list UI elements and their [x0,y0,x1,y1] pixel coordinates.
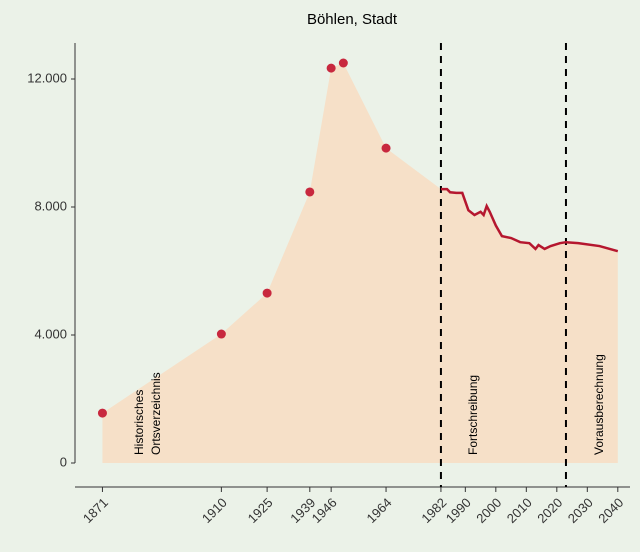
y-tick-label: 12.000 [27,70,67,85]
x-tick-label: 2010 [504,495,535,526]
x-tick-label: 1925 [245,495,276,526]
period-label: Ortsverzeichnis [149,372,163,455]
y-tick-label: 0 [60,454,67,469]
area [102,63,618,463]
population-line [440,187,619,253]
x-tick-label: 1990 [443,495,474,526]
x-tick-label: 1982 [418,495,449,526]
population-point [97,408,107,418]
x-tick-label: 1964 [364,495,395,526]
x-tick-label: 1946 [309,495,340,526]
period-label: Vorausberechnung [592,354,606,455]
population-point [262,288,272,298]
x-tick-label: 1910 [199,495,230,526]
x-tick-label: 2030 [565,495,596,526]
x-tick-label: 2000 [473,495,504,526]
y-tick-label: 4.000 [34,326,67,341]
population-point [305,187,315,197]
population-point [216,329,226,339]
period-label: Fortschreibung [466,375,480,455]
population-point [326,63,336,73]
x-tick-label: 1871 [80,495,111,526]
chart-title: Böhlen, Stadt [307,11,398,28]
population-point [338,58,348,68]
x-tick-label: 2020 [534,495,565,526]
x-tick-label: 2040 [595,495,626,526]
population-point [381,143,391,153]
period-label: Historisches [132,390,146,455]
y-tick-label: 8.000 [34,198,67,213]
